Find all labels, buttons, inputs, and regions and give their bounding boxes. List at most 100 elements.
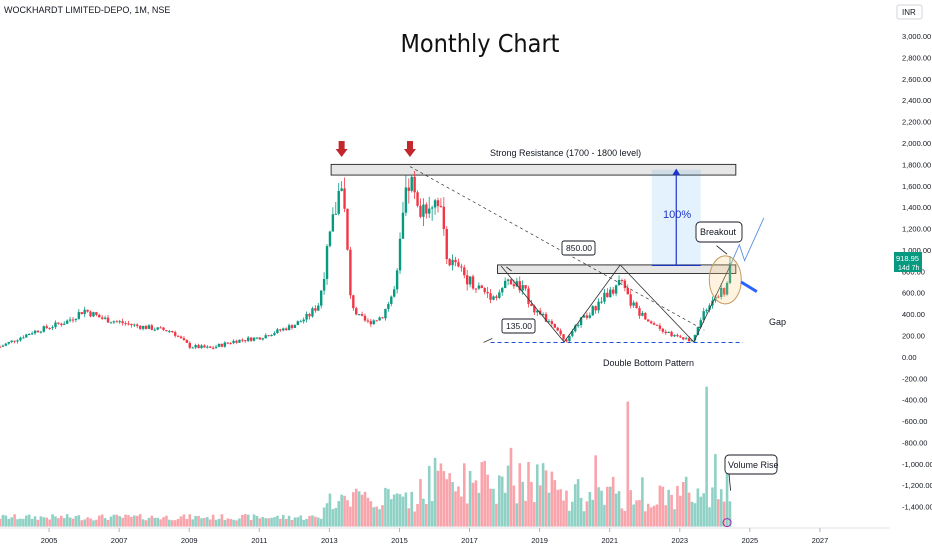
candle-body <box>728 263 732 283</box>
volume-bar <box>378 509 381 527</box>
volume-bar <box>457 486 460 527</box>
volume-bar <box>153 517 157 527</box>
candle-body <box>346 208 349 250</box>
candle-body <box>480 285 483 289</box>
candle-body <box>147 325 151 329</box>
volume-bar <box>719 489 723 527</box>
candle-body <box>244 340 247 342</box>
candle-body <box>489 293 492 300</box>
candle-body <box>173 332 177 336</box>
volume-bar <box>664 505 668 527</box>
candle-body <box>68 319 72 321</box>
candle-body <box>658 325 662 329</box>
candle-body <box>693 335 697 341</box>
volume-bar <box>7 518 11 527</box>
candle-body <box>541 314 545 316</box>
volume-bar <box>728 501 732 527</box>
candle-body <box>390 296 393 304</box>
candle-body <box>544 314 548 322</box>
volume-bar <box>623 510 627 527</box>
candle-body <box>124 323 127 325</box>
volume-bar <box>611 476 615 527</box>
candle-body <box>77 312 81 319</box>
volume-bar <box>319 518 323 527</box>
volume-bar <box>562 500 565 527</box>
last-price-tag[interactable] <box>894 252 922 272</box>
candle-body <box>226 342 229 344</box>
volume-bar <box>696 488 700 527</box>
volume-bar <box>340 494 343 527</box>
candle-body <box>454 259 457 263</box>
price-axis[interactable]: 3,000.00 2,800.00 2,600.00 2,400.00 2,200.00… <box>890 0 932 550</box>
volume-bar <box>337 501 341 527</box>
peak-marker-arrow <box>335 149 348 158</box>
volume-bar <box>451 482 454 527</box>
volume-bar <box>276 515 279 527</box>
pattern-label: Double Bottom Pattern <box>603 358 694 368</box>
volume-rise-label: Volume Rise <box>728 460 779 470</box>
volume-bar <box>343 495 346 527</box>
candle-body <box>378 317 381 321</box>
time-tick-label: 2011 <box>251 536 267 545</box>
currency-box[interactable] <box>896 4 923 20</box>
volume-bar <box>65 514 69 527</box>
volume-bar <box>503 492 507 527</box>
candle-body <box>635 302 638 309</box>
volume-bar <box>24 515 28 527</box>
volume-bar <box>530 481 533 527</box>
candle-body <box>512 284 516 287</box>
volume-bar <box>33 516 37 527</box>
candle-body <box>349 249 352 296</box>
candle-body <box>357 314 361 316</box>
volume-bar <box>617 491 621 527</box>
volume-bar <box>135 515 139 527</box>
peak-marker-arrow <box>403 149 416 158</box>
volume-bar <box>445 479 449 527</box>
volume-bar <box>518 463 522 527</box>
peak-marker-stem <box>406 141 413 150</box>
candle-body <box>676 335 679 337</box>
candle-body <box>217 343 221 347</box>
breakout-ellipse <box>708 255 742 305</box>
candle-body <box>112 321 116 323</box>
candle-body <box>305 313 308 320</box>
volume-bar <box>45 517 49 527</box>
candle-body <box>276 329 279 334</box>
candle-body <box>632 302 635 306</box>
volume-bar <box>699 496 703 527</box>
volume-bar <box>92 520 95 527</box>
volume-bar <box>404 492 408 527</box>
candle-body <box>95 312 98 315</box>
volume-bar <box>521 481 524 527</box>
volume-bar <box>95 519 98 527</box>
candle-body <box>223 342 227 347</box>
candle-body <box>22 337 25 339</box>
currency-label: INR <box>902 8 916 17</box>
time-axis[interactable]: 2005 2007 2009 2011 2013 2015 2017 2019 2021 2023… <box>0 527 890 545</box>
candle-body <box>638 308 641 316</box>
candle-body <box>720 288 723 297</box>
volume-bar <box>299 515 303 527</box>
volume-bar <box>19 518 22 527</box>
volume-bar <box>150 515 154 527</box>
time-tick-label: 2025 <box>741 536 758 545</box>
volume-bar <box>159 519 162 527</box>
volume-bar <box>375 506 378 527</box>
volume-bar <box>232 519 235 527</box>
volume-bar <box>594 455 597 527</box>
volume-bar <box>273 517 276 527</box>
candle-body <box>1 345 5 347</box>
resistance-annotation: Strong Resistance (1700 - 1800 level) <box>490 148 641 158</box>
candle-body <box>25 334 28 338</box>
candle-body <box>366 320 370 322</box>
candle-body <box>144 325 148 329</box>
candle-body <box>381 317 384 319</box>
volume-bar <box>460 496 463 527</box>
breakout-tag-pointer <box>506 266 512 272</box>
volume-bar <box>629 490 633 527</box>
volume-bar <box>325 503 329 527</box>
candle-body <box>524 285 527 289</box>
volume-bar <box>0 518 2 527</box>
candle-body <box>708 305 711 310</box>
candle-body <box>214 346 218 348</box>
